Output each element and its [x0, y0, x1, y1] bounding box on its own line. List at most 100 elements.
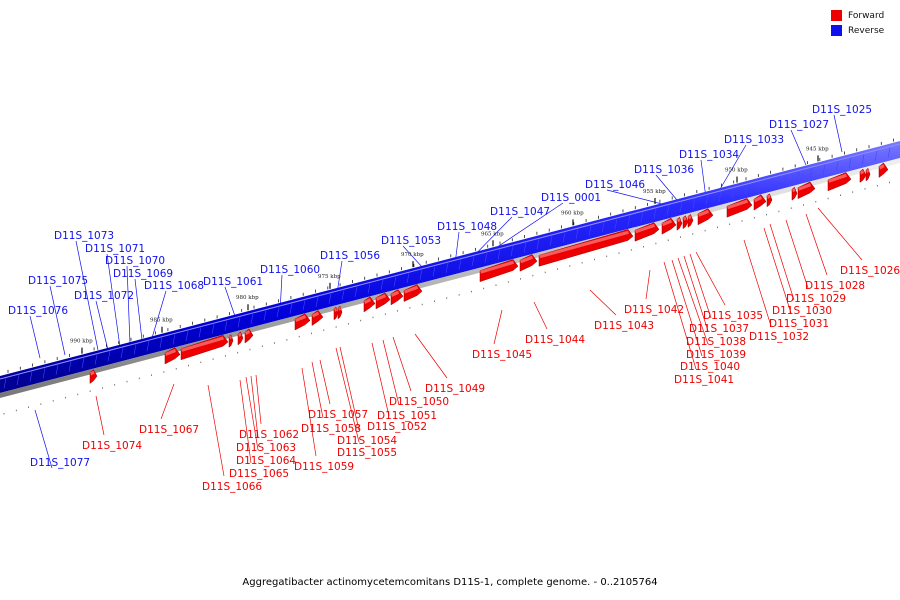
reverse-gene-label[interactable]: D11S_1073 [54, 230, 114, 242]
forward-gene-label[interactable]: D11S_1051 [377, 410, 437, 422]
reverse-gene-label[interactable]: D11S_1025 [812, 104, 872, 116]
forward-gene-label[interactable]: D11S_1026 [840, 265, 900, 277]
forward-gene-label[interactable]: D11S_1038 [686, 336, 746, 348]
reverse-gene-label[interactable]: D11S_1053 [381, 235, 441, 247]
forward-leader [339, 346, 360, 431]
forward-gene-label[interactable]: D11S_1030 [772, 305, 832, 317]
forward-gene-label[interactable]: D11S_1045 [472, 349, 532, 361]
forward-gene-label[interactable]: D11S_1035 [703, 310, 763, 322]
band-segment [237, 317, 241, 328]
forward-gene-shine [828, 173, 847, 183]
band-segment [380, 279, 384, 291]
forward-gene-label[interactable]: D11S_1029 [786, 293, 846, 305]
forward-gene-label[interactable]: D11S_1058 [301, 423, 361, 435]
forward-gene-shine [520, 255, 533, 264]
reverse-leader [95, 300, 109, 351]
reverse-leader [75, 240, 99, 351]
forward-leader [817, 207, 863, 261]
band-segment [614, 218, 618, 229]
forward-gene-label[interactable]: D11S_1031 [769, 318, 829, 330]
forward-leader [533, 301, 548, 330]
forward-gene-label[interactable]: D11S_1059 [294, 461, 354, 473]
forward-gene-label[interactable]: D11S_1028 [805, 280, 865, 292]
reverse-gene-label[interactable]: D11S_1034 [679, 149, 739, 161]
reverse-gene-label[interactable]: D11S_1076 [8, 305, 68, 317]
band-segment [770, 178, 774, 189]
band-segment [68, 361, 72, 372]
reverse-gene-label[interactable]: D11S_1077 [30, 457, 90, 469]
forward-gene-shine [334, 307, 337, 312]
forward-leader [763, 227, 792, 314]
forward-gene-label[interactable]: D11S_1044 [525, 334, 585, 346]
reverse-gene-label[interactable]: D11S_0001 [541, 192, 601, 204]
forward-leader [311, 361, 324, 419]
band-segment [510, 245, 514, 257]
forward-gene-label[interactable]: D11S_1057 [308, 409, 368, 421]
forward-leader [645, 269, 651, 300]
band-highlight [0, 143, 900, 380]
reverse-gene-label[interactable]: D11S_1027 [769, 119, 829, 131]
forward-gene-label[interactable]: D11S_1064 [236, 455, 296, 467]
forward-gene-label[interactable]: D11S_1041 [674, 374, 734, 386]
forward-leader [335, 347, 360, 443]
forward-gene-label[interactable]: D11S_1032 [749, 331, 809, 343]
forward-gene-label[interactable]: D11S_1052 [367, 421, 427, 433]
legend-forward[interactable]: Forward [831, 8, 900, 23]
reverse-gene-label[interactable]: D11S_1033 [724, 134, 784, 146]
reverse-gene-label[interactable]: D11S_1048 [437, 221, 497, 233]
forward-gene-label[interactable]: D11S_1065 [229, 468, 289, 480]
forward-gene-label[interactable]: D11S_1039 [686, 349, 746, 361]
band-segment [731, 188, 735, 199]
forward-gene-label[interactable]: D11S_1067 [139, 424, 199, 436]
reverse-gene-label[interactable]: D11S_1056 [320, 250, 380, 262]
band-segment [809, 167, 813, 179]
band-segment [835, 161, 839, 172]
forward-gene-label[interactable]: D11S_1049 [425, 383, 485, 395]
forward-gene-shine [767, 194, 771, 199]
forward-gene-label[interactable]: D11S_1054 [337, 435, 397, 447]
band-segment [16, 374, 20, 386]
forward-gene-label[interactable]: D11S_1055 [337, 447, 397, 459]
band-segment [692, 198, 696, 209]
reverse-gene-label[interactable]: D11S_1046 [585, 179, 645, 191]
forward-gene-label[interactable]: D11S_1043 [594, 320, 654, 332]
forward-leader [743, 239, 772, 327]
forward-leader [239, 379, 252, 464]
reverse-gene-label[interactable]: D11S_1047 [490, 206, 550, 218]
forward-leader [671, 259, 703, 357]
forward-gene-label[interactable]: D11S_1063 [236, 442, 296, 454]
reverse-gene-label[interactable]: D11S_1060 [260, 264, 320, 276]
band-segment [263, 310, 267, 321]
forward-gene-shine [238, 332, 242, 337]
forward-gene-label[interactable]: D11S_1050 [389, 396, 449, 408]
forward-gene-label[interactable]: D11S_1037 [689, 323, 749, 335]
reverse-gene-label[interactable]: D11S_1071 [85, 243, 145, 255]
forward-gene-shine [688, 215, 692, 220]
reverse-gene-label[interactable]: D11S_1069 [113, 268, 173, 280]
band-segment [627, 215, 631, 226]
reverse-leader [134, 278, 143, 341]
forward-gene-label[interactable]: D11S_1042 [624, 304, 684, 316]
forward-gene-label[interactable]: D11S_1066 [202, 481, 262, 493]
reverse-gene-label[interactable]: D11S_1072 [74, 290, 134, 302]
band-segment [393, 276, 397, 287]
reverse-gene-label[interactable]: D11S_1075 [28, 275, 88, 287]
band-segment [146, 341, 150, 352]
reverse-gene-label[interactable]: D11S_1068 [144, 280, 204, 292]
forward-gene-shine [754, 195, 762, 203]
forward-gene-label[interactable]: D11S_1074 [82, 440, 142, 452]
band-segment [55, 364, 59, 375]
band-segment [159, 337, 163, 348]
forward-gene-label[interactable]: D11S_1062 [239, 429, 299, 441]
reverse-leader [790, 129, 807, 166]
band-segment [42, 368, 46, 379]
forward-gene-shine [662, 219, 672, 227]
band-segment [458, 259, 462, 270]
reverse-gene-label[interactable]: D11S_1036 [634, 164, 694, 176]
scale-label: 980 kbp [236, 295, 259, 301]
reverse-gene-label[interactable]: D11S_1070 [105, 255, 165, 267]
scale-label: 960 kbp [561, 210, 584, 216]
reverse-gene-label[interactable]: D11S_1061 [203, 276, 263, 288]
forward-gene-label[interactable]: D11S_1040 [680, 361, 740, 373]
legend-reverse[interactable]: Reverse [831, 23, 900, 38]
